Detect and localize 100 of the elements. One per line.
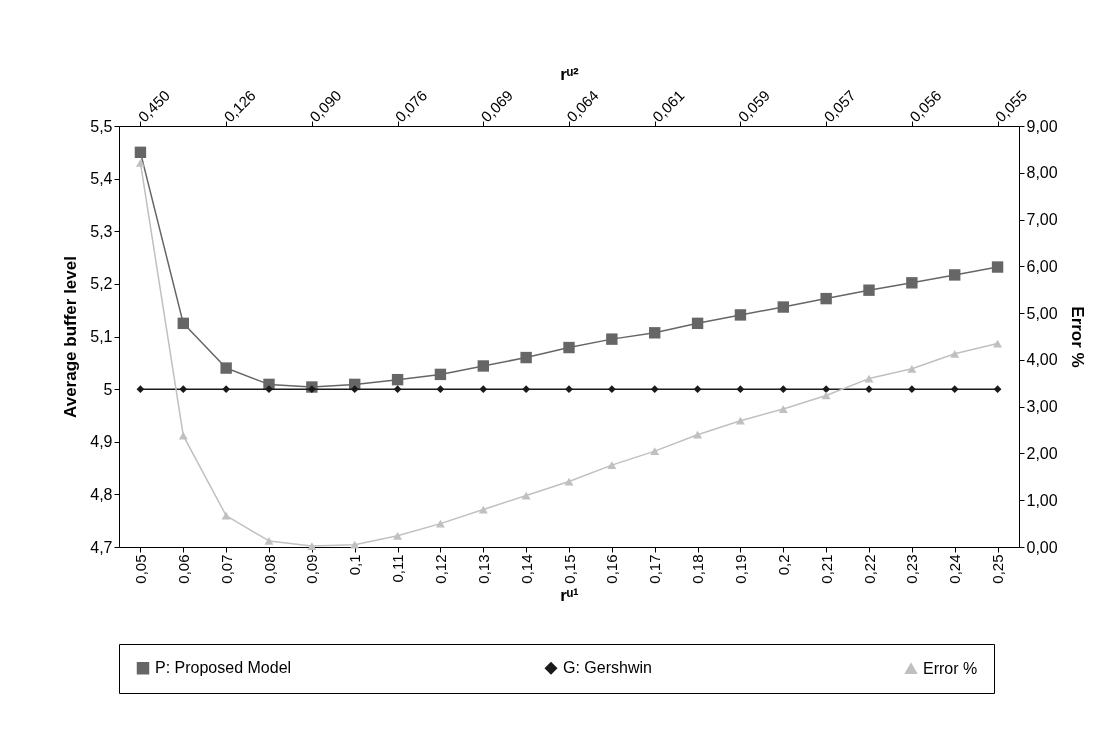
x-tick-label: 0,09 bbox=[303, 554, 321, 584]
point bbox=[607, 461, 617, 470]
point bbox=[778, 405, 788, 413]
point bbox=[650, 385, 659, 393]
point bbox=[134, 146, 147, 159]
point bbox=[521, 491, 531, 500]
y2-tick-label: 9,00 bbox=[1026, 117, 1058, 135]
y2-tick-label: 1,00 bbox=[1026, 491, 1058, 509]
point bbox=[522, 385, 531, 393]
y2-tick-label: 7,00 bbox=[1026, 211, 1058, 229]
point bbox=[950, 349, 960, 358]
x-tick-label: 0,2 bbox=[774, 554, 792, 576]
point bbox=[779, 385, 788, 393]
point bbox=[820, 292, 832, 305]
point bbox=[564, 477, 574, 486]
point bbox=[479, 385, 488, 393]
point bbox=[736, 385, 745, 393]
point bbox=[135, 159, 145, 167]
point bbox=[350, 385, 359, 393]
point bbox=[777, 301, 789, 313]
x2-axis-title: rᵘ² bbox=[560, 65, 580, 85]
point bbox=[993, 385, 1002, 393]
point bbox=[735, 416, 745, 425]
point bbox=[950, 385, 959, 393]
x-tick-label: 0,08 bbox=[260, 554, 278, 584]
point bbox=[179, 385, 188, 393]
x-tick-label: 0,07 bbox=[217, 554, 235, 584]
point bbox=[822, 385, 831, 393]
y2-tick-label: 0,00 bbox=[1026, 538, 1058, 556]
point bbox=[863, 284, 875, 296]
y-tick-label: 5 bbox=[103, 380, 113, 398]
x-tick-label: 0,23 bbox=[903, 554, 921, 584]
point bbox=[393, 531, 403, 540]
legend-label: G: Gershwin bbox=[563, 659, 652, 677]
point bbox=[391, 373, 404, 386]
point bbox=[307, 542, 317, 550]
y-tick-label: 5,2 bbox=[90, 275, 113, 293]
point bbox=[607, 385, 616, 393]
point bbox=[650, 447, 660, 455]
y-tick-label: 4,7 bbox=[90, 538, 113, 556]
y2-tick-label: 2,00 bbox=[1026, 444, 1058, 462]
y2-tick-label: 6,00 bbox=[1026, 257, 1058, 275]
x-tick-label: 0,16 bbox=[603, 554, 621, 584]
y2-tick-label: 4,00 bbox=[1026, 351, 1058, 369]
x-tick-label: 0,17 bbox=[646, 554, 664, 584]
y-tick-label: 5,1 bbox=[90, 328, 113, 345]
point bbox=[734, 309, 747, 321]
point bbox=[222, 385, 231, 393]
point bbox=[563, 341, 575, 354]
x-tick-label: 0,21 bbox=[817, 554, 835, 584]
point bbox=[993, 339, 1003, 348]
x-tick-label: 0,13 bbox=[474, 554, 492, 584]
x-tick-label: 0,14 bbox=[517, 554, 535, 584]
point bbox=[693, 430, 703, 439]
point bbox=[393, 385, 402, 393]
point bbox=[606, 333, 618, 345]
point bbox=[906, 277, 918, 289]
point bbox=[821, 391, 831, 400]
legend-label: P: Proposed Model bbox=[155, 659, 292, 677]
x-tick-label: 0,05 bbox=[131, 554, 149, 584]
y2-axis-title: Error % bbox=[1067, 306, 1087, 368]
x-tick-label: 0,24 bbox=[946, 554, 964, 584]
legend-label: Error % bbox=[923, 659, 978, 677]
point bbox=[949, 269, 961, 281]
point bbox=[307, 385, 316, 393]
y-tick-label: 5,5 bbox=[90, 117, 113, 135]
point bbox=[264, 537, 274, 545]
point bbox=[649, 327, 661, 339]
point bbox=[178, 431, 188, 440]
x-tick-label: 0,22 bbox=[860, 554, 878, 584]
y-tick-label: 4,9 bbox=[90, 433, 113, 451]
point bbox=[350, 540, 360, 549]
x-tick-label: 0,06 bbox=[174, 554, 192, 584]
x-tick-label: 0,11 bbox=[389, 554, 407, 583]
x-tick-label: 0,18 bbox=[689, 554, 707, 584]
y-tick-label: 5,3 bbox=[90, 222, 113, 240]
y2-tick-label: 3,00 bbox=[1026, 398, 1058, 416]
point bbox=[220, 362, 232, 374]
y2-tick-label: 5,00 bbox=[1026, 304, 1058, 322]
point bbox=[136, 385, 145, 393]
point bbox=[907, 364, 917, 373]
x-tick-label: 0,25 bbox=[989, 554, 1007, 584]
x-axis-title: rᵘ¹ bbox=[560, 585, 580, 605]
point bbox=[221, 511, 231, 520]
y-tick-label: 4,8 bbox=[90, 485, 113, 503]
point bbox=[520, 351, 532, 364]
point bbox=[691, 317, 704, 330]
x-tick-label: 0,1 bbox=[346, 554, 364, 576]
point bbox=[177, 317, 189, 330]
x-tick-label: 0,15 bbox=[560, 554, 578, 584]
point bbox=[907, 385, 916, 393]
point bbox=[477, 360, 489, 372]
x-tick-label: 0,12 bbox=[431, 554, 449, 584]
point bbox=[436, 385, 445, 393]
x-tick-label: 0,19 bbox=[731, 554, 749, 584]
point bbox=[693, 385, 702, 393]
y2-tick-label: 8,00 bbox=[1026, 164, 1058, 182]
point bbox=[991, 261, 1004, 273]
y-axis-title: Average buffer level bbox=[61, 256, 81, 418]
point bbox=[434, 368, 447, 381]
